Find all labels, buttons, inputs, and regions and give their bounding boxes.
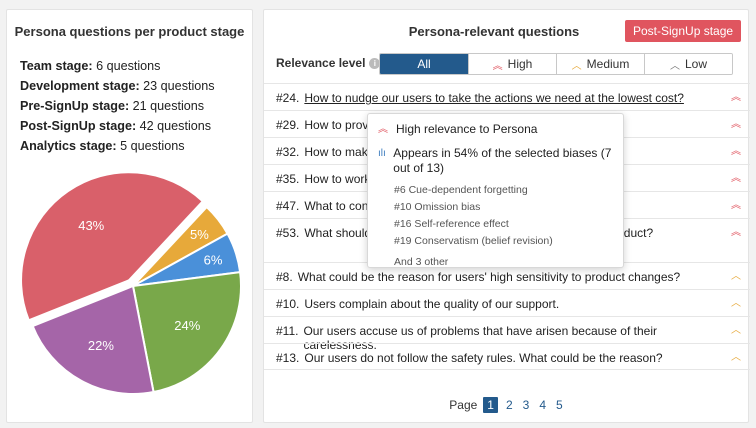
question-row[interactable]: #29. How to prov ︽ (264, 110, 750, 137)
tooltip-more-biases: And 3 other (394, 256, 449, 268)
pie-label-analytics: 6% (204, 253, 223, 268)
stage-list: Team stage: 6 questions Development stag… (20, 56, 215, 156)
pie-slice-pre-signup[interactable] (31, 284, 155, 395)
high-relevance-icon[interactable]: ︽ (731, 173, 741, 184)
page-3-button[interactable]: 3 (522, 398, 530, 412)
bias-item: #16 Self-reference effect (394, 218, 509, 230)
page-5-button[interactable]: 5 (556, 398, 563, 412)
high-relevance-icon[interactable]: ︽ (731, 200, 741, 211)
page-2-button[interactable]: 2 (505, 398, 513, 412)
stage-item-post-signup: Post-SignUp stage: 42 questions (20, 119, 212, 133)
bias-item: #10 Omission bias (394, 201, 481, 213)
pie-label-pre-signup: 22% (88, 338, 114, 353)
stage-item-development: Development stage: 23 questions (20, 79, 215, 93)
pie-slice-post-signup[interactable] (20, 171, 205, 322)
tooltip-biases-summary: ılı Appears in 54% of the selected biase… (378, 146, 612, 175)
filter-low-button[interactable]: ︿ Low (644, 54, 732, 74)
info-icon[interactable]: i (369, 57, 381, 69)
high-relevance-icon[interactable]: ︽ (731, 227, 741, 238)
pagination-label: Page (449, 398, 478, 412)
pie-label-development: 24% (174, 318, 200, 333)
pie-label-team: 5% (190, 227, 209, 242)
filter-medium-button[interactable]: ︿ Medium (556, 54, 644, 74)
page-4-button[interactable]: 4 (539, 398, 547, 412)
stage-item-analytics: Analytics stage: 5 questions (20, 139, 185, 153)
high-relevance-icon: ︽ (492, 60, 503, 72)
question-tooltip: ︽ High relevance to Persona ılı Appears … (367, 113, 624, 268)
medium-relevance-icon[interactable]: ︿ (731, 325, 741, 336)
stage-summary-title: Persona questions per product stage (14, 24, 245, 39)
question-row[interactable]: #10. Users complain about the quality of… (264, 289, 750, 316)
page-1-button[interactable]: 1 (483, 397, 498, 413)
relevance-filter-label-row: Relevance level i (276, 53, 381, 73)
high-relevance-icon: ︽ (378, 124, 388, 135)
bias-item: #19 Conservatism (belief revision) (394, 235, 553, 247)
medium-relevance-icon[interactable]: ︿ (731, 271, 741, 282)
stage-item-pre-signup: Pre-SignUp stage: 21 questions (20, 99, 205, 113)
medium-relevance-icon[interactable]: ︿ (731, 298, 741, 309)
filter-all-button[interactable]: All (380, 54, 468, 74)
question-row[interactable]: #24. How to nudge our users to take the … (264, 83, 750, 110)
stage-summary-panel: Persona questions per product stage Team… (6, 9, 253, 423)
question-row[interactable]: #11. Our users accuse us of problems tha… (264, 316, 750, 352)
pie-slice-development[interactable] (131, 271, 242, 394)
bias-item: #6 Cue-dependent forgetting (394, 184, 528, 196)
medium-relevance-icon[interactable]: ︿ (731, 352, 741, 363)
low-relevance-icon: ︿ (669, 60, 680, 72)
high-relevance-icon[interactable]: ︽ (731, 119, 741, 130)
stage-pie-chart: 43% 5% 6% 24% 22% (20, 171, 242, 395)
high-relevance-icon[interactable]: ︽ (731, 146, 741, 157)
tooltip-relevance: ︽ High relevance to Persona (378, 122, 538, 136)
pagination: Page 1 2 3 4 5 (264, 397, 750, 413)
medium-relevance-icon: ︿ (571, 60, 582, 72)
question-row[interactable]: #13. Our users do not follow the safety … (264, 343, 750, 370)
tooltip-bias-list: #6 Cue-dependent forgetting #10 Omission… (378, 182, 613, 250)
question-list: #24. How to nudge our users to take the … (264, 83, 750, 370)
stage-item-team: Team stage: 6 questions (20, 59, 161, 73)
high-relevance-icon[interactable]: ︽ (731, 92, 741, 103)
relevance-label: Relevance level (276, 56, 366, 70)
pie-label-post-signup: 43% (78, 218, 104, 233)
bar-chart-icon: ılı (378, 148, 386, 159)
filter-high-button[interactable]: ︽ High (468, 54, 556, 74)
questions-title: Persona-relevant questions (408, 24, 580, 39)
question-link[interactable]: How to nudge our users to take the actio… (304, 91, 684, 105)
relevance-filter: All ︽ High ︿ Medium ︿ Low (379, 53, 733, 75)
stage-badge[interactable]: Post-SignUp stage (625, 20, 742, 42)
